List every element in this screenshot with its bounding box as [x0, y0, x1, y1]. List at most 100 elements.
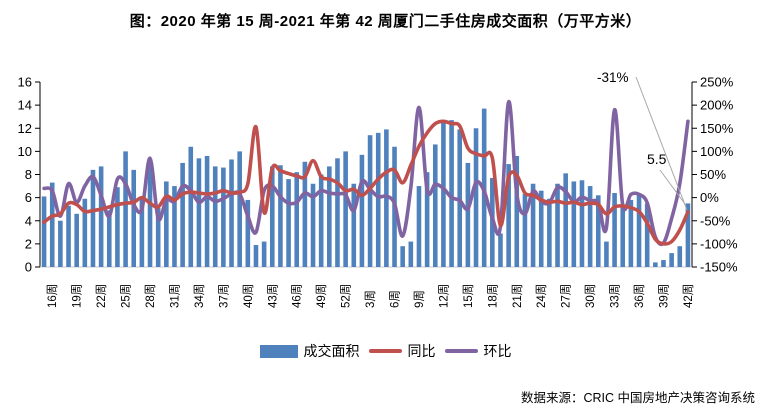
right-tick-label: 200% — [700, 98, 734, 113]
x-tick-label: 37周 — [217, 284, 230, 308]
bar — [294, 172, 300, 267]
bar — [538, 190, 544, 267]
bar — [644, 203, 650, 267]
bar — [74, 213, 79, 267]
bar — [498, 233, 503, 267]
bar — [327, 166, 332, 267]
x-tick-label: 6周 — [389, 290, 402, 308]
bar — [131, 169, 137, 267]
bar — [147, 159, 153, 267]
right-tick-label: -100% — [700, 236, 738, 251]
bar — [530, 183, 536, 267]
x-tick-label: 18周 — [486, 284, 499, 308]
bar — [253, 245, 259, 267]
bar — [571, 181, 577, 267]
bar — [98, 166, 104, 267]
bar — [164, 181, 169, 267]
bar — [685, 203, 691, 267]
bar — [221, 167, 226, 267]
x-tick-label: 36周 — [633, 284, 646, 308]
bar — [473, 128, 479, 267]
bar-annotation-leader — [659, 169, 686, 205]
x-tick-label: 22周 — [95, 284, 108, 308]
x-tick-label: 30周 — [584, 284, 597, 308]
right-tick-label: 150% — [700, 121, 734, 136]
bar — [123, 151, 128, 267]
x-tick-label: 3周 — [364, 290, 377, 308]
bar — [441, 120, 446, 267]
x-tick-label: 33周 — [609, 284, 622, 308]
yoy-annotation-leader — [635, 76, 688, 211]
left-tick-label: 12 — [18, 121, 32, 136]
x-tick-label: 43周 — [266, 284, 279, 308]
x-tick-label: 49周 — [315, 284, 328, 308]
bar — [245, 199, 251, 267]
bar — [269, 166, 275, 267]
bar — [139, 197, 145, 267]
x-tick-label: 16周 — [46, 284, 59, 308]
bar — [579, 180, 585, 267]
x-tick-label: 34周 — [193, 284, 206, 308]
bar — [375, 132, 381, 267]
right-tick-label: 250% — [700, 75, 734, 90]
bar — [408, 241, 414, 267]
bar — [677, 246, 683, 267]
bar — [90, 169, 96, 267]
x-tick-label: 40周 — [242, 284, 255, 308]
bar — [343, 151, 348, 267]
bar — [595, 195, 601, 267]
bar — [465, 162, 471, 267]
bar — [514, 156, 520, 267]
left-tick-label: 8 — [25, 167, 32, 182]
bar — [196, 158, 202, 267]
bar — [66, 205, 71, 267]
bar — [555, 183, 560, 267]
legend-area-label: 成交面积 — [303, 343, 360, 359]
legend: 成交面积 同比 环比 — [0, 341, 771, 361]
bar — [563, 173, 568, 267]
bar — [636, 195, 642, 267]
left-tick-label: 16 — [18, 75, 32, 90]
left-tick-label: 14 — [18, 98, 32, 113]
bar — [229, 159, 234, 267]
bar — [58, 220, 63, 267]
yoy-line — [42, 119, 690, 246]
bar — [318, 174, 324, 267]
bar — [310, 183, 316, 267]
x-tick-label: 31周 — [168, 284, 181, 308]
x-tick-label: 9周 — [413, 290, 426, 308]
bar — [172, 186, 177, 267]
x-tick-label: 42周 — [682, 284, 695, 308]
x-tick-label: 28周 — [144, 284, 157, 308]
right-tick-label: -50% — [700, 213, 731, 228]
wow-line-swatch-icon — [444, 349, 478, 353]
chart-title: 图：2020 年第 15 周-2021 年第 42 周厦门二手住房成交面积（万平… — [129, 13, 642, 30]
bar — [351, 183, 357, 267]
legend-yoy-label: 同比 — [407, 343, 436, 359]
bar — [457, 129, 463, 267]
bar — [661, 260, 666, 267]
x-tick-label: 21周 — [511, 284, 524, 308]
bar — [204, 156, 210, 267]
bar — [82, 198, 88, 267]
bar — [302, 161, 308, 267]
yoy-line-swatch-icon — [368, 349, 402, 353]
left-tick-label: 0 — [25, 260, 32, 275]
x-tick-label: 46周 — [291, 284, 304, 308]
right-tick-label: 100% — [700, 144, 734, 159]
bar — [384, 129, 389, 267]
bar — [587, 186, 593, 267]
bar — [115, 187, 120, 267]
right-tick-label: -150% — [700, 260, 738, 275]
bar — [669, 253, 674, 267]
left-tick-label: 6 — [25, 190, 32, 205]
yoy-last-label: -31% — [597, 70, 629, 85]
bar — [261, 241, 267, 267]
bar — [449, 120, 454, 267]
bar — [180, 162, 185, 267]
x-tick-label: 15周 — [462, 284, 475, 308]
x-tick-label: 25周 — [120, 284, 133, 308]
bar — [400, 246, 405, 267]
bar — [620, 204, 626, 267]
